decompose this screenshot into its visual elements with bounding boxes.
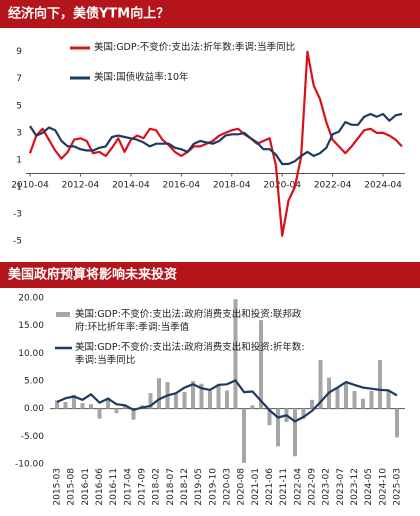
bar bbox=[344, 383, 348, 409]
x-tick-label: 2015-03 bbox=[53, 468, 63, 506]
bar bbox=[216, 384, 221, 409]
legend-label: 美国:GDP:不变价:支出法:政府消费支出和投资:折年数:季调:当季同比 bbox=[75, 342, 305, 366]
x-tick-label: 2016-11 bbox=[109, 468, 119, 506]
bar bbox=[89, 404, 93, 409]
bar bbox=[208, 390, 212, 409]
x-tick-label: 2010-04 bbox=[11, 181, 49, 191]
y-tick-label: 1 bbox=[16, 155, 22, 165]
bar bbox=[318, 359, 323, 409]
line-series bbox=[29, 112, 403, 166]
x-tick-label: 2024-10 bbox=[378, 468, 388, 506]
bar bbox=[276, 408, 280, 447]
x-tick-label: 2023-02 bbox=[322, 468, 332, 506]
x-tick-label: 2016-04 bbox=[163, 181, 201, 191]
legend-label: 美国:GDP:不变价:支出法:政府消费支出和投资:联邦政府:环比折年率:季调:当… bbox=[75, 309, 302, 333]
x-tick-label: 2024-04 bbox=[364, 181, 402, 191]
x-tick-label: 2012-04 bbox=[62, 181, 100, 191]
y-tick-label: 15.00 bbox=[18, 321, 44, 331]
y-tick-label: -10.00 bbox=[15, 460, 44, 470]
x-tick-label: 2019-05 bbox=[194, 468, 204, 506]
x-tick-label: 2021-06 bbox=[265, 468, 275, 506]
bar bbox=[114, 408, 119, 414]
y-tick-label: 20.00 bbox=[18, 294, 44, 304]
legend-label: 美国:国债收益率:10年 bbox=[94, 72, 189, 83]
y-tick-label: -1 bbox=[13, 183, 22, 193]
bar bbox=[335, 387, 340, 409]
x-tick-label: 2020-03 bbox=[223, 468, 233, 506]
bar bbox=[233, 299, 238, 409]
y-tick-label: 10.00 bbox=[18, 349, 44, 359]
x-tick-label: 2020-08 bbox=[237, 468, 247, 506]
x-tick-label: 2022-04 bbox=[314, 181, 352, 191]
x-tick-label: 2016-01 bbox=[81, 468, 91, 506]
legend-label: 美国:GDP:不变价:支出法:折年数:季调:当季同比 bbox=[94, 42, 296, 53]
bar bbox=[369, 390, 374, 409]
bar bbox=[352, 390, 357, 409]
x-tick-label: 2022-09 bbox=[308, 468, 318, 506]
x-tick-label: 2018-12 bbox=[180, 468, 190, 506]
x-tick-label: 2020-04 bbox=[263, 181, 301, 191]
bar bbox=[250, 405, 255, 409]
bar bbox=[123, 405, 127, 409]
title-banner bbox=[0, 0, 420, 28]
y-tick-label: 5 bbox=[16, 101, 22, 111]
y-tick-label: 0.00 bbox=[24, 404, 44, 414]
x-tick-label: 2018-04 bbox=[213, 181, 251, 191]
bar bbox=[259, 320, 263, 409]
y-tick-label: 7 bbox=[16, 74, 22, 84]
bar bbox=[225, 390, 229, 409]
x-tick-label: 2023-12 bbox=[350, 468, 360, 506]
x-tick-label: 2025-03 bbox=[393, 468, 403, 506]
x-tick-label: 2021-01 bbox=[251, 468, 261, 506]
bar bbox=[310, 399, 314, 409]
bar bbox=[199, 383, 204, 409]
x-tick-label: 2019-10 bbox=[208, 468, 218, 506]
x-tick-label: 2022-04 bbox=[293, 468, 303, 506]
y-tick-label: 5.00 bbox=[24, 377, 44, 387]
bar bbox=[395, 408, 399, 438]
x-tick-label: 2023-07 bbox=[336, 468, 346, 506]
bar bbox=[157, 378, 161, 409]
chart-title: 美国政府预算将影响未来投资 bbox=[8, 267, 177, 283]
y-tick-label: -5.00 bbox=[21, 432, 45, 442]
x-tick-label: 2018-07 bbox=[166, 468, 176, 506]
line-series bbox=[56, 379, 398, 423]
y-tick-label: -5 bbox=[13, 237, 22, 247]
bar bbox=[80, 403, 85, 409]
bar bbox=[191, 381, 195, 409]
bar bbox=[148, 393, 153, 409]
y-tick-label: -3 bbox=[13, 210, 22, 220]
bar bbox=[361, 398, 365, 409]
x-tick-label: 2024-05 bbox=[364, 468, 374, 506]
bar bbox=[378, 359, 382, 409]
bar bbox=[63, 402, 68, 409]
bar bbox=[131, 408, 136, 420]
bar bbox=[267, 408, 272, 426]
x-tick-label: 2016-06 bbox=[95, 468, 105, 506]
bar bbox=[182, 392, 187, 409]
bar bbox=[174, 394, 178, 409]
bar bbox=[293, 408, 297, 457]
bar bbox=[55, 400, 59, 409]
y-tick-label: 3 bbox=[16, 128, 22, 138]
bar bbox=[72, 394, 76, 409]
bar bbox=[106, 397, 110, 409]
bar bbox=[242, 408, 246, 463]
x-tick-label: 2018-02 bbox=[152, 468, 162, 506]
x-tick-label: 2017-04 bbox=[123, 468, 133, 506]
y-tick-label: 9 bbox=[16, 47, 22, 57]
x-tick-label: 2021-11 bbox=[279, 468, 289, 506]
x-tick-label: 2017-09 bbox=[138, 468, 148, 506]
title-banner bbox=[0, 262, 420, 288]
bar bbox=[97, 408, 102, 419]
chart-title: 经济向下，美债YTM向上？ bbox=[8, 6, 169, 22]
bar bbox=[301, 408, 306, 419]
x-tick-label: 2015-08 bbox=[67, 468, 77, 506]
legend-swatch bbox=[56, 312, 70, 317]
bar bbox=[386, 391, 391, 409]
x-tick-label: 2014-04 bbox=[112, 181, 150, 191]
